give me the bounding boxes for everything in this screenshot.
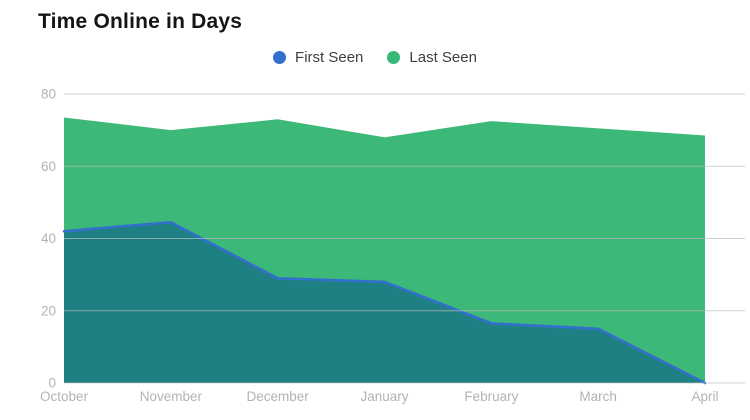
chart-legend: First Seen Last Seen (0, 49, 750, 66)
x-tick-label-february: February (464, 389, 518, 404)
legend-dot-last-seen-icon (387, 51, 401, 64)
legend-label-first-seen: First Seen (295, 49, 364, 66)
legend-label-last-seen: Last Seen (409, 49, 477, 66)
legend-item-last-seen[interactable]: Last Seen (387, 49, 477, 66)
y-tick-label-20: 20 (41, 303, 56, 318)
x-tick-label-january: January (360, 389, 408, 404)
legend-dot-first-seen-icon (273, 51, 287, 64)
first-seen-area (64, 222, 705, 383)
y-tick-label-60: 60 (41, 159, 56, 174)
legend-item-first-seen[interactable]: First Seen (273, 49, 363, 66)
x-tick-label-november: November (140, 389, 203, 404)
x-tick-label-march: March (579, 389, 617, 404)
y-tick-label-0: 0 (48, 376, 56, 391)
x-tick-label-october: October (40, 389, 89, 404)
chart-title: Time Online in Days (38, 10, 243, 33)
x-tick-label-april: April (691, 389, 718, 404)
x-tick-label-december: December (247, 389, 310, 404)
y-tick-label-80: 80 (41, 87, 56, 102)
first-seen-line (62, 220, 707, 385)
y-tick-label-40: 40 (41, 231, 56, 246)
